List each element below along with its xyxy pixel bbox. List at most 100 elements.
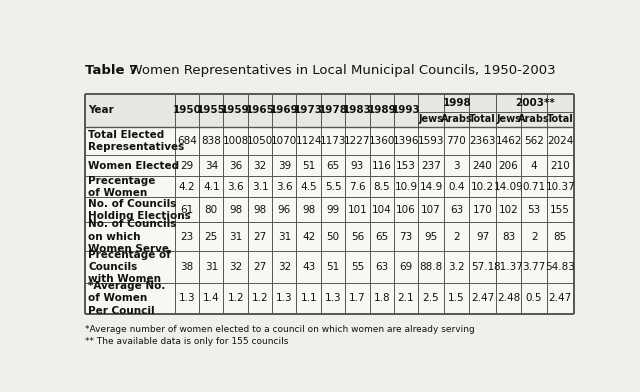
Text: 1989: 1989 bbox=[367, 105, 396, 115]
Text: 1965: 1965 bbox=[246, 105, 275, 115]
Text: 34: 34 bbox=[205, 161, 218, 171]
Text: 2.47: 2.47 bbox=[548, 294, 572, 303]
Bar bbox=[85, 94, 573, 127]
Text: 4: 4 bbox=[531, 161, 538, 171]
Text: 8.5: 8.5 bbox=[373, 182, 390, 192]
Text: 1396: 1396 bbox=[393, 136, 419, 146]
Text: 2363: 2363 bbox=[469, 136, 496, 146]
Text: ** The available data is only for 155 councils: ** The available data is only for 155 co… bbox=[85, 337, 289, 346]
Text: 1978: 1978 bbox=[319, 105, 348, 115]
Text: *Average No.
of Women
Per Council: *Average No. of Women Per Council bbox=[88, 281, 166, 316]
Text: 1.8: 1.8 bbox=[373, 294, 390, 303]
Text: 10.9: 10.9 bbox=[394, 182, 417, 192]
Text: 2003**: 2003** bbox=[515, 98, 555, 108]
Text: 1.4: 1.4 bbox=[203, 294, 220, 303]
Text: 1.1: 1.1 bbox=[300, 294, 317, 303]
Text: 1955: 1955 bbox=[197, 105, 226, 115]
Text: 2: 2 bbox=[453, 232, 460, 242]
Text: 1462: 1462 bbox=[495, 136, 522, 146]
Text: 1.3: 1.3 bbox=[276, 294, 292, 303]
Text: 14.09: 14.09 bbox=[493, 182, 524, 192]
Text: 3.2: 3.2 bbox=[448, 262, 465, 272]
Text: 2.5: 2.5 bbox=[422, 294, 439, 303]
Text: 88.8: 88.8 bbox=[419, 262, 443, 272]
Text: Precentage
of Women: Precentage of Women bbox=[88, 176, 156, 198]
Text: Total Elected
Representatives: Total Elected Representatives bbox=[88, 130, 185, 152]
Text: 1593: 1593 bbox=[418, 136, 444, 146]
Text: 1998: 1998 bbox=[443, 98, 472, 108]
Bar bbox=[85, 176, 573, 198]
Text: 32: 32 bbox=[229, 262, 243, 272]
Text: 95: 95 bbox=[424, 232, 438, 242]
Text: 1.5: 1.5 bbox=[448, 294, 465, 303]
Text: 50: 50 bbox=[326, 232, 340, 242]
Text: 81.37: 81.37 bbox=[493, 262, 524, 272]
Text: 25: 25 bbox=[205, 232, 218, 242]
Text: 1.2: 1.2 bbox=[252, 294, 268, 303]
Text: 2.1: 2.1 bbox=[397, 294, 414, 303]
Text: 2: 2 bbox=[531, 232, 538, 242]
Text: 206: 206 bbox=[499, 161, 518, 171]
Text: 38: 38 bbox=[180, 262, 193, 272]
Text: *Average number of women elected to a council on which women are already serving: *Average number of women elected to a co… bbox=[85, 325, 475, 334]
Text: 83: 83 bbox=[502, 232, 515, 242]
Text: 27: 27 bbox=[253, 262, 267, 272]
Text: 1227: 1227 bbox=[344, 136, 371, 146]
Text: 3.6: 3.6 bbox=[227, 182, 244, 192]
Text: Total: Total bbox=[469, 114, 496, 124]
Text: 57.1: 57.1 bbox=[471, 262, 494, 272]
Text: 1969: 1969 bbox=[270, 105, 299, 115]
Text: 73: 73 bbox=[399, 232, 413, 242]
Text: Arabs: Arabs bbox=[518, 114, 550, 124]
Text: 53: 53 bbox=[527, 205, 541, 215]
Text: 93: 93 bbox=[351, 161, 364, 171]
Text: 56: 56 bbox=[351, 232, 364, 242]
Text: 42: 42 bbox=[302, 232, 316, 242]
Bar bbox=[85, 251, 573, 283]
Text: 2.47: 2.47 bbox=[471, 294, 494, 303]
Text: 1173: 1173 bbox=[320, 136, 346, 146]
Text: Table 7: Table 7 bbox=[85, 64, 138, 77]
Text: 63: 63 bbox=[375, 262, 388, 272]
Text: 1.3: 1.3 bbox=[179, 294, 195, 303]
Text: 99: 99 bbox=[326, 205, 340, 215]
Text: 32: 32 bbox=[278, 262, 291, 272]
Text: Women Elected: Women Elected bbox=[88, 161, 180, 171]
Text: 2.48: 2.48 bbox=[497, 294, 520, 303]
Text: 36: 36 bbox=[229, 161, 243, 171]
Text: 55: 55 bbox=[351, 262, 364, 272]
Text: 1959: 1959 bbox=[221, 105, 250, 115]
Text: 39: 39 bbox=[278, 161, 291, 171]
Text: 14.9: 14.9 bbox=[419, 182, 443, 192]
Text: 3.6: 3.6 bbox=[276, 182, 292, 192]
Text: 31: 31 bbox=[205, 262, 218, 272]
Text: 65: 65 bbox=[375, 232, 388, 242]
Text: 1973: 1973 bbox=[294, 105, 323, 115]
Text: 7.6: 7.6 bbox=[349, 182, 365, 192]
Text: 4.1: 4.1 bbox=[203, 182, 220, 192]
Text: 155: 155 bbox=[550, 205, 570, 215]
Text: 240: 240 bbox=[473, 161, 492, 171]
Bar bbox=[85, 156, 573, 176]
Text: 770: 770 bbox=[447, 136, 467, 146]
Text: 63: 63 bbox=[450, 205, 463, 215]
Text: 170: 170 bbox=[473, 205, 492, 215]
Text: No. of Councils
Holding Elections: No. of Councils Holding Elections bbox=[88, 199, 191, 221]
Text: 153: 153 bbox=[396, 161, 416, 171]
Text: 1983: 1983 bbox=[343, 105, 372, 115]
Text: Jews: Jews bbox=[496, 114, 521, 124]
Text: 96: 96 bbox=[278, 205, 291, 215]
Text: 4.5: 4.5 bbox=[300, 182, 317, 192]
Text: 0.4: 0.4 bbox=[448, 182, 465, 192]
Text: Jews: Jews bbox=[419, 114, 444, 124]
Text: 29: 29 bbox=[180, 161, 193, 171]
Text: 10.2: 10.2 bbox=[471, 182, 494, 192]
Text: 2024: 2024 bbox=[547, 136, 573, 146]
Text: No. of Councils
on which
Women Serve: No. of Councils on which Women Serve bbox=[88, 220, 177, 254]
Text: 69: 69 bbox=[399, 262, 413, 272]
Text: 51: 51 bbox=[302, 161, 316, 171]
Text: 5.5: 5.5 bbox=[324, 182, 341, 192]
Text: 23: 23 bbox=[180, 232, 193, 242]
Text: 3: 3 bbox=[453, 161, 460, 171]
Text: 104: 104 bbox=[372, 205, 392, 215]
